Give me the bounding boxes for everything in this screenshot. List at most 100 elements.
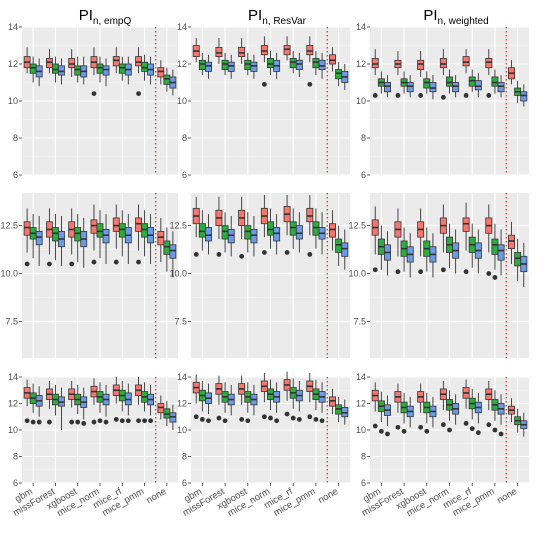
box xyxy=(90,219,98,234)
outlier-point xyxy=(261,81,267,87)
box xyxy=(118,63,126,74)
box xyxy=(429,82,437,93)
column-title-sub: n, ResVar xyxy=(262,16,306,27)
outlier-point xyxy=(193,414,199,420)
outlier-point xyxy=(274,418,280,424)
box xyxy=(29,63,37,74)
box xyxy=(312,221,320,236)
box xyxy=(452,82,460,93)
box xyxy=(163,240,171,255)
box xyxy=(118,223,126,238)
box xyxy=(335,238,343,253)
facet-panel: 7.5 10.0 12.5 xyxy=(169,193,350,358)
y-tick-label: 10 xyxy=(8,425,18,435)
outlier-point xyxy=(222,418,228,424)
box xyxy=(163,74,171,85)
outlier-point xyxy=(290,415,296,421)
outlier-point xyxy=(24,261,30,267)
outlier-point xyxy=(486,422,492,428)
facet-panel: 68101214gbmmissForestxgboostmice_normmic… xyxy=(8,372,178,519)
column-title-main: PI xyxy=(248,7,262,24)
box xyxy=(221,59,229,70)
box xyxy=(306,207,314,223)
y-tick-label: 10 xyxy=(356,96,366,106)
outlier-point xyxy=(492,427,498,433)
outlier-point xyxy=(498,431,504,437)
outlier-point xyxy=(463,420,469,426)
box xyxy=(329,54,336,65)
outlier-point xyxy=(239,417,245,422)
box xyxy=(462,217,470,232)
box xyxy=(157,230,165,246)
box xyxy=(520,91,528,102)
facet-panel: 7.5 10.0 12.5 xyxy=(348,193,529,358)
y-tick-label: 8 xyxy=(182,133,187,143)
box xyxy=(267,58,274,69)
y-tick-label: 8 xyxy=(361,452,366,462)
outlier-point xyxy=(307,251,313,257)
outlier-point xyxy=(91,419,97,425)
column-title-main: PI xyxy=(79,7,93,24)
box xyxy=(491,238,499,255)
box xyxy=(68,58,76,69)
outlier-point xyxy=(91,91,97,96)
box xyxy=(423,78,431,89)
box xyxy=(497,244,505,261)
y-tick-label: 10.0 xyxy=(348,269,366,279)
outlier-point xyxy=(119,418,125,424)
box xyxy=(250,229,258,244)
outlier-point xyxy=(81,420,87,426)
facet-panel: 7.5 10.0 12.5 xyxy=(0,193,178,358)
box xyxy=(244,59,252,70)
y-tick-label: 10 xyxy=(177,96,187,106)
y-tick-label: 12 xyxy=(8,59,18,69)
outlier-point xyxy=(284,411,290,417)
outlier-point xyxy=(136,259,141,265)
outlier-point xyxy=(395,93,401,98)
box xyxy=(227,61,235,72)
outlier-point xyxy=(268,415,273,421)
outlier-point xyxy=(47,261,52,267)
outlier-point xyxy=(475,430,481,436)
box xyxy=(112,56,120,67)
outlier-point xyxy=(239,253,245,259)
outlier-point xyxy=(216,251,222,257)
outlier-point xyxy=(284,250,290,255)
outlier-point xyxy=(463,269,469,275)
outlier-point xyxy=(193,251,199,257)
outlier-point xyxy=(136,418,141,424)
outlier-point xyxy=(372,93,378,98)
y-tick-label: 6 xyxy=(361,170,366,180)
y-tick-label: 12.5 xyxy=(169,221,187,231)
y-tick-label: 6 xyxy=(182,170,187,180)
outlier-point xyxy=(148,418,153,424)
box xyxy=(244,225,252,240)
y-tick-label: 14 xyxy=(177,22,187,32)
outlier-point xyxy=(125,418,131,424)
outlier-point xyxy=(447,427,452,433)
box xyxy=(329,223,336,238)
outlier-point xyxy=(372,267,378,273)
box xyxy=(135,56,142,67)
category-label: none xyxy=(495,486,519,506)
column-title-sub: n, weighted xyxy=(438,16,489,27)
box xyxy=(198,223,206,238)
column-title-resvar: PIn, ResVar xyxy=(248,7,307,27)
y-tick-label: 8 xyxy=(13,452,18,462)
outlier-point xyxy=(424,428,430,434)
box xyxy=(169,244,177,259)
box xyxy=(514,252,522,267)
box xyxy=(491,76,499,87)
box xyxy=(417,59,425,70)
box xyxy=(341,242,349,257)
y-tick-label: 12 xyxy=(356,59,366,69)
outlier-point xyxy=(313,417,319,422)
outlier-point xyxy=(97,418,103,424)
outlier-point xyxy=(261,250,267,255)
box xyxy=(508,234,515,250)
outlier-point xyxy=(469,426,475,432)
outlier-point xyxy=(36,419,42,425)
box xyxy=(221,225,229,240)
outlier-point xyxy=(69,261,75,267)
